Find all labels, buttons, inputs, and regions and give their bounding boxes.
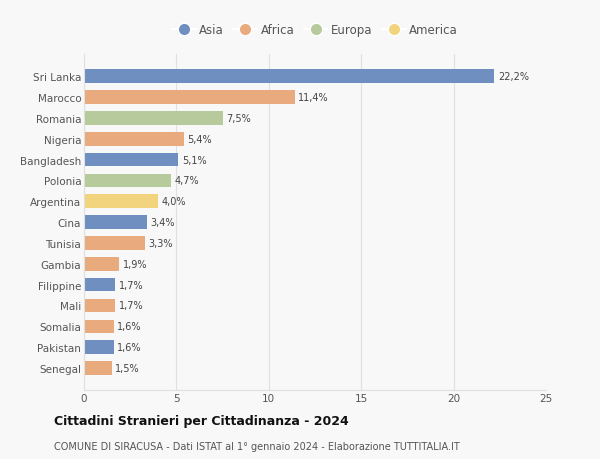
Bar: [84, 299, 115, 313]
Text: 11,4%: 11,4%: [298, 93, 329, 103]
Bar: [84, 361, 112, 375]
Text: 1,6%: 1,6%: [117, 342, 142, 353]
Text: 22,2%: 22,2%: [498, 72, 529, 82]
Bar: [84, 320, 113, 333]
Text: Cittadini Stranieri per Cittadinanza - 2024: Cittadini Stranieri per Cittadinanza - 2…: [54, 414, 349, 428]
Bar: [84, 112, 223, 125]
Text: 4,0%: 4,0%: [161, 197, 186, 207]
Text: COMUNE DI SIRACUSA - Dati ISTAT al 1° gennaio 2024 - Elaborazione TUTTITALIA.IT: COMUNE DI SIRACUSA - Dati ISTAT al 1° ge…: [54, 441, 460, 451]
Text: 4,7%: 4,7%: [175, 176, 199, 186]
Text: 1,7%: 1,7%: [119, 301, 144, 311]
Bar: [84, 341, 113, 354]
Bar: [84, 257, 119, 271]
Bar: [84, 278, 115, 292]
Bar: [84, 216, 147, 230]
Text: 1,6%: 1,6%: [117, 322, 142, 331]
Bar: [84, 91, 295, 105]
Text: 5,4%: 5,4%: [187, 134, 212, 145]
Bar: [84, 70, 494, 84]
Text: 5,1%: 5,1%: [182, 155, 206, 165]
Text: 1,5%: 1,5%: [115, 363, 140, 373]
Legend: Asia, Africa, Europa, America: Asia, Africa, Europa, America: [169, 21, 461, 41]
Bar: [84, 195, 158, 208]
Bar: [84, 133, 184, 146]
Bar: [84, 237, 145, 250]
Text: 1,9%: 1,9%: [123, 259, 148, 269]
Text: 3,3%: 3,3%: [149, 238, 173, 248]
Bar: [84, 153, 178, 167]
Text: 3,4%: 3,4%: [151, 218, 175, 228]
Text: 7,5%: 7,5%: [226, 114, 251, 123]
Text: 1,7%: 1,7%: [119, 280, 144, 290]
Bar: [84, 174, 171, 188]
